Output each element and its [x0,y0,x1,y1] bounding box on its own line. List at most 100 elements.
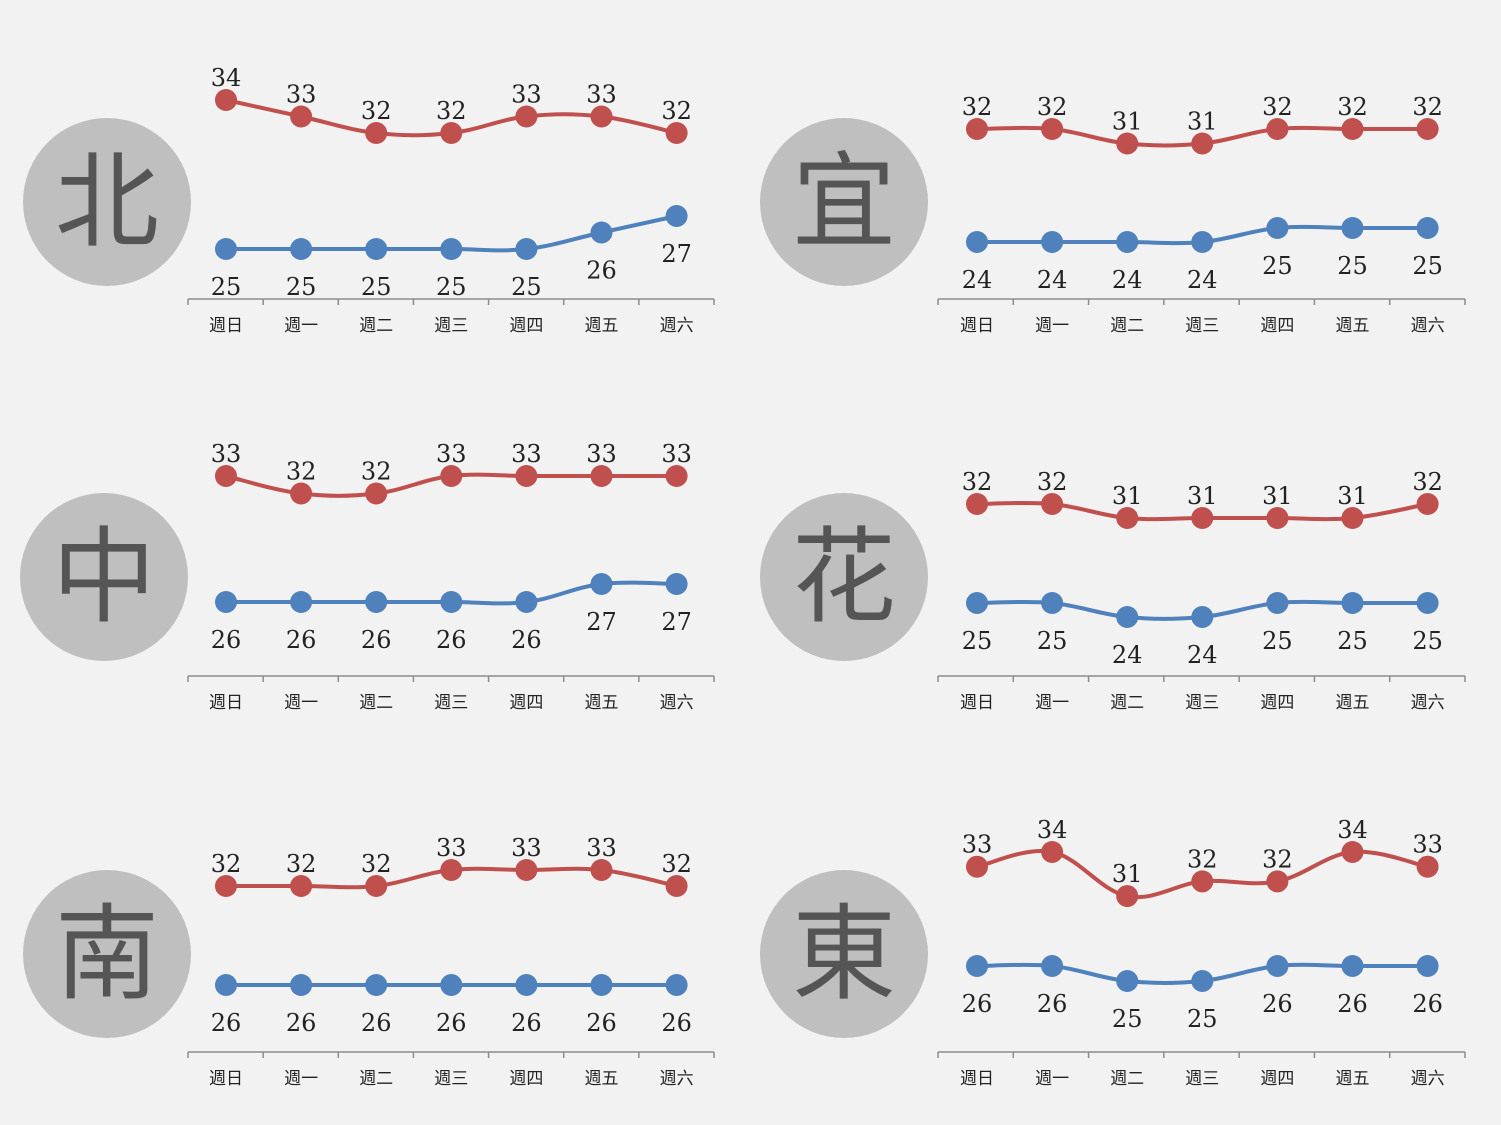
x-tick-label: 週六 [660,693,694,713]
data-point-low [1116,231,1139,253]
data-label-high: 33 [436,440,467,468]
x-tick-label: 週二 [1110,1069,1144,1089]
data-point-high [665,465,688,487]
region-circle [760,493,928,661]
data-label-high: 32 [661,850,692,878]
x-tick-label: 週三 [434,693,468,713]
x-tick-label: 週日 [960,316,994,336]
data-label-low: 25 [286,273,317,301]
data-label-high: 33 [436,834,467,862]
data-point-low [1191,231,1214,253]
data-point-high [365,875,388,897]
x-tick-label: 週二 [359,316,393,336]
data-point-high [365,122,388,144]
data-label-low: 26 [586,257,617,285]
data-point-high [215,89,237,111]
data-label-low: 25 [211,273,242,301]
x-tick-label: 週日 [209,693,243,713]
x-tick-label: 週日 [209,316,243,336]
data-label-high: 33 [1412,831,1443,859]
x-tick-label: 週四 [1260,1069,1294,1089]
data-label-high: 32 [361,850,392,878]
data-point-low [1416,955,1439,977]
data-label-low: 26 [211,626,242,654]
data-point-low [590,221,613,244]
data-label-high: 32 [1037,93,1068,121]
data-label-high: 32 [962,468,993,496]
region-circle [760,118,928,286]
data-label-high: 31 [1262,482,1293,510]
data-point-high [215,465,237,487]
region-label: 東 [792,893,896,1015]
data-point-high [1191,132,1214,155]
data-label-high: 32 [286,458,317,486]
data-label-low: 26 [286,1009,317,1037]
data-label-low: 27 [661,608,692,636]
data-point-high [1191,507,1214,529]
data-label-low: 24 [962,266,993,294]
data-point-low [1416,217,1439,239]
data-point-low [215,591,237,613]
data-point-low [1341,592,1364,614]
data-label-high: 33 [962,831,993,859]
data-label-low: 26 [661,1009,692,1037]
data-label-low: 25 [1112,1005,1143,1033]
chart-panel-3: 花週日 週一 週二 週三 週四 週五 週六 32 32 31 31 31 31 32 25 25 24 24 25 2… [760,468,1466,713]
data-point-low [365,591,388,613]
data-point-low [1116,606,1139,628]
data-label-high: 32 [211,850,242,878]
data-label-high: 33 [211,440,242,468]
x-tick-label: 週六 [660,316,694,336]
data-point-high [290,105,313,128]
data-point-low [290,238,313,260]
data-label-high: 33 [286,81,317,109]
data-point-high [1041,118,1064,140]
data-label-low: 26 [511,1009,542,1037]
data-point-high [1341,841,1364,863]
data-point-high [1416,493,1439,515]
data-point-low [1341,217,1364,239]
data-point-high [215,875,237,897]
data-point-high [1116,132,1139,155]
x-tick-label: 週五 [585,1069,619,1089]
data-point-high [1041,493,1064,515]
data-label-low: 25 [436,273,467,301]
data-label-low: 25 [511,273,542,301]
data-point-low [1041,592,1064,614]
data-label-high: 33 [511,81,542,109]
data-label-low: 27 [586,608,617,636]
x-tick-label: 週六 [1411,316,1445,336]
data-point-high [290,482,313,505]
data-label-high: 32 [1187,845,1218,873]
data-label-high: 34 [211,64,242,92]
data-point-high [665,875,688,897]
x-tick-label: 週一 [284,1069,318,1089]
data-point-high [515,859,538,881]
data-label-low: 25 [1337,252,1368,280]
data-label-low: 26 [511,626,542,654]
data-label-low: 26 [1337,990,1368,1018]
data-label-low: 26 [1262,990,1293,1018]
data-label-low: 24 [1112,641,1143,669]
data-point-low [515,238,538,260]
data-point-low [215,238,237,260]
x-tick-label: 週四 [509,693,543,713]
data-label-high: 32 [661,97,692,125]
data-label-low: 25 [1037,627,1068,655]
data-point-high [1416,118,1439,140]
data-label-low: 26 [586,1009,617,1037]
data-point-low [590,573,613,595]
chart-panel-5: 東週日 週一 週二 週三 週四 週五 週六 33 34 31 32 32 34 33 26 26 25 25 26 2… [760,816,1466,1089]
data-label-low: 25 [1412,252,1443,280]
data-label-low: 24 [1187,266,1218,294]
data-point-high [1341,507,1364,529]
data-label-high: 31 [1187,108,1218,136]
data-label-low: 24 [1037,266,1068,294]
x-tick-label: 週一 [284,693,318,713]
data-point-high [440,465,463,487]
data-label-high: 31 [1112,482,1143,510]
x-tick-label: 週三 [434,316,468,336]
data-point-low [440,974,463,996]
data-label-high: 33 [661,440,692,468]
